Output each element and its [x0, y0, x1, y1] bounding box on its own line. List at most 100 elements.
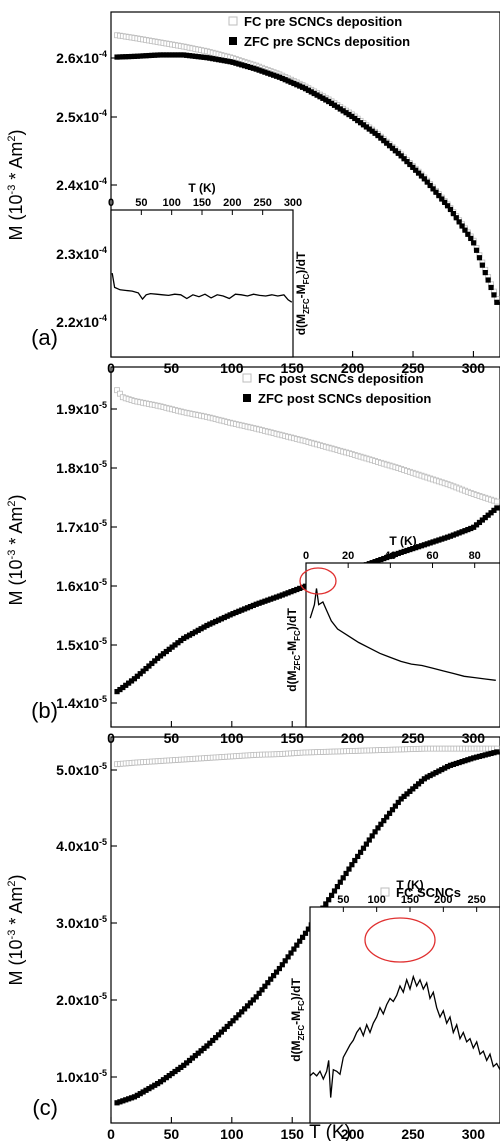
zfc-point: [192, 1053, 198, 1059]
zfc-point: [172, 52, 178, 58]
zfc-point: [143, 665, 149, 672]
zfc-point: [285, 78, 291, 84]
zfc-point: [491, 750, 497, 756]
x-tick-label: 50: [164, 730, 180, 746]
x-tick-label: 100: [220, 360, 244, 376]
zfc-point: [146, 1086, 152, 1092]
legend: FC pre SCNCs deposition ZFC pre SCNCs dep…: [228, 14, 410, 49]
zfc-point: [178, 52, 184, 58]
zfc-point: [375, 558, 381, 564]
zfc-point: [137, 53, 143, 59]
zfc-point: [213, 56, 219, 62]
x-tick-label: 250: [401, 1126, 425, 1141]
x-tick-label: 250: [401, 360, 425, 376]
inset-x-tick-label: 20: [342, 550, 354, 562]
zfc-point: [271, 973, 277, 979]
zfc-point: [479, 753, 485, 759]
zfc-point: [372, 130, 378, 136]
zfc-point: [149, 660, 155, 667]
plot-frame: [110, 736, 500, 1124]
y-tick-label: 1.6x10-5: [56, 577, 107, 594]
zfc-point: [215, 1032, 222, 1038]
zfc-point: [181, 635, 187, 641]
zfc-point: [242, 1006, 248, 1012]
zfc-point: [334, 104, 340, 110]
zfc-point: [442, 199, 448, 205]
zfc-point: [300, 84, 306, 90]
zfc-point: [282, 591, 288, 597]
zfc-point: [152, 52, 158, 58]
zfc-point: [337, 106, 343, 112]
zfc-point: [137, 671, 143, 677]
legend: FC post SCNCs deposition ZFC post SCNCs d…: [242, 371, 431, 406]
zfc-point: [259, 987, 265, 993]
zfc-point: [314, 92, 320, 98]
zfc-point: [482, 515, 488, 521]
zfc-point: [181, 52, 187, 58]
zfc-point: [381, 138, 387, 144]
zfc-point: [134, 53, 140, 59]
zfc-point: [392, 803, 398, 809]
zfc-point: [444, 534, 451, 540]
zfc-point: [456, 530, 462, 536]
zfc-point: [184, 1060, 190, 1066]
zfc-point: [369, 833, 375, 839]
zfc-point: [482, 752, 488, 758]
legend-marker-zfc: [229, 37, 237, 45]
zfc-point: [282, 958, 288, 964]
zfc-point: [146, 663, 152, 669]
y-tick-label: 1.4x10-5: [56, 694, 107, 711]
zfc-point: [117, 1099, 123, 1105]
zfc-point: [413, 545, 419, 551]
zfc-point: [175, 1066, 181, 1073]
zfc-point: [430, 186, 436, 192]
zfc-point: [288, 950, 294, 956]
zfc-point: [236, 1012, 242, 1018]
legend-label: FC pre SCNCs deposition: [244, 14, 402, 29]
zfc-point: [375, 825, 381, 831]
zfc-point: [491, 507, 497, 513]
x-tick-label: 300: [462, 360, 486, 376]
zfc-point: [352, 857, 358, 864]
x-tick-label: 250: [401, 730, 425, 746]
zfc-point: [326, 897, 332, 903]
zfc-point: [328, 892, 335, 898]
zfc-point: [473, 522, 480, 528]
zfc-point: [239, 62, 245, 68]
zfc-point: [415, 544, 422, 550]
zfc-point: [152, 658, 158, 664]
zfc-point: [462, 528, 468, 534]
zfc-point: [410, 786, 416, 792]
zfc-point: [433, 189, 439, 195]
zfc-point: [352, 115, 358, 122]
inset-y-label: d(MZFC-MFC)/dT: [289, 978, 306, 1062]
zfc-point: [114, 689, 120, 695]
zfc-point: [262, 69, 268, 75]
zfc-point: [413, 783, 419, 789]
zfc-point: [450, 210, 456, 217]
zfc-point: [404, 791, 410, 797]
x-tick-label: 100: [220, 730, 244, 746]
zfc-point: [482, 269, 488, 276]
zfc-point: [439, 536, 445, 542]
zfc-point: [204, 622, 210, 629]
inset-x-label: T (K): [389, 534, 416, 548]
zfc-point: [213, 1035, 219, 1041]
zfc-point: [459, 223, 465, 229]
zfc-point: [488, 750, 494, 757]
zfc-point: [360, 845, 367, 851]
zfc-point: [447, 762, 454, 768]
zfc-point: [439, 766, 445, 773]
zfc-point: [415, 170, 422, 176]
x-tick-label: 50: [164, 1126, 180, 1141]
zfc-point: [279, 75, 285, 82]
zfc-point: [253, 601, 259, 607]
zfc-point: [221, 1026, 227, 1032]
zfc-point: [476, 255, 483, 261]
zfc-point: [114, 1100, 120, 1106]
zfc-point: [247, 64, 254, 71]
inset-curve: [309, 974, 500, 1098]
zfc-point: [169, 1070, 175, 1077]
zfc-point: [439, 196, 445, 202]
panels: 0 50 100 150 200 250 3002.6x10-42.5x10-42.4x10…: [6, 11, 500, 1141]
